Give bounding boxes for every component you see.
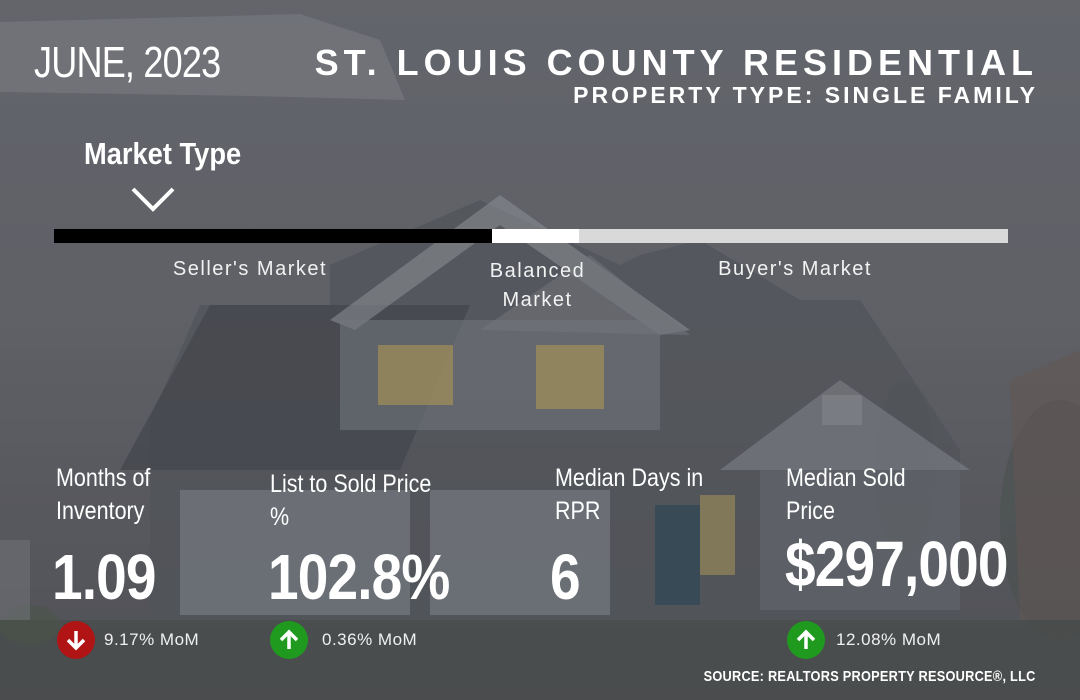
list-to-sold-label-line1: List to Sold Price <box>270 470 432 498</box>
median-price-change: 12.08% MoM <box>836 630 942 649</box>
months-inventory-change: 9.17% MoM <box>104 630 200 649</box>
median-price-value: $297,000 <box>785 528 1009 600</box>
months-inventory-value: 1.09 <box>52 541 157 613</box>
list-to-sold-label: List to Sold Price % <box>270 468 431 534</box>
median-days-label-line2: RPR <box>555 497 601 525</box>
months-inventory-label-line2: Inventory <box>56 497 145 525</box>
median-price-label-line2: Price <box>786 497 835 525</box>
arrow-down-icon <box>57 621 95 659</box>
report-month: JUNE, 2023 <box>34 38 221 87</box>
median-price-label-line1: Median Sold <box>786 464 906 492</box>
list-to-sold-change: 0.36% MoM <box>322 630 418 649</box>
page-subtitle: PROPERTY TYPE: SINGLE FAMILY <box>573 82 1038 108</box>
list-to-sold-label-line2: % <box>270 503 290 531</box>
buyer-market-label: Buyer's Market <box>718 258 872 280</box>
median-days-label: Median Days in RPR <box>555 462 703 528</box>
months-inventory-label: Months of Inventory <box>56 462 150 528</box>
arrow-up-icon <box>270 621 308 659</box>
market-bar-buyer <box>579 229 1008 243</box>
list-to-sold-value: 102.8% <box>268 541 450 613</box>
arrow-up-icon <box>787 621 825 659</box>
seller-market-label: Seller's Market <box>172 258 328 280</box>
months-inventory-label-line1: Months of <box>56 464 151 492</box>
chevron-down-icon <box>131 187 175 212</box>
source-credit: SOURCE: REALTORS PROPERTY RESOURCE®, LLC <box>703 668 1036 685</box>
median-days-value: 6 <box>550 541 581 613</box>
balanced-market-label: Balanced Market <box>489 260 586 311</box>
market-type-heading: Market Type <box>84 136 242 171</box>
median-price-label: Median Sold Price <box>786 462 906 528</box>
market-bar-seller <box>54 229 492 243</box>
market-bar-balanced <box>492 229 579 243</box>
page-title: ST. LOUIS COUNTY RESIDENTIAL <box>314 42 1038 83</box>
median-days-label-line1: Median Days in <box>555 464 704 492</box>
